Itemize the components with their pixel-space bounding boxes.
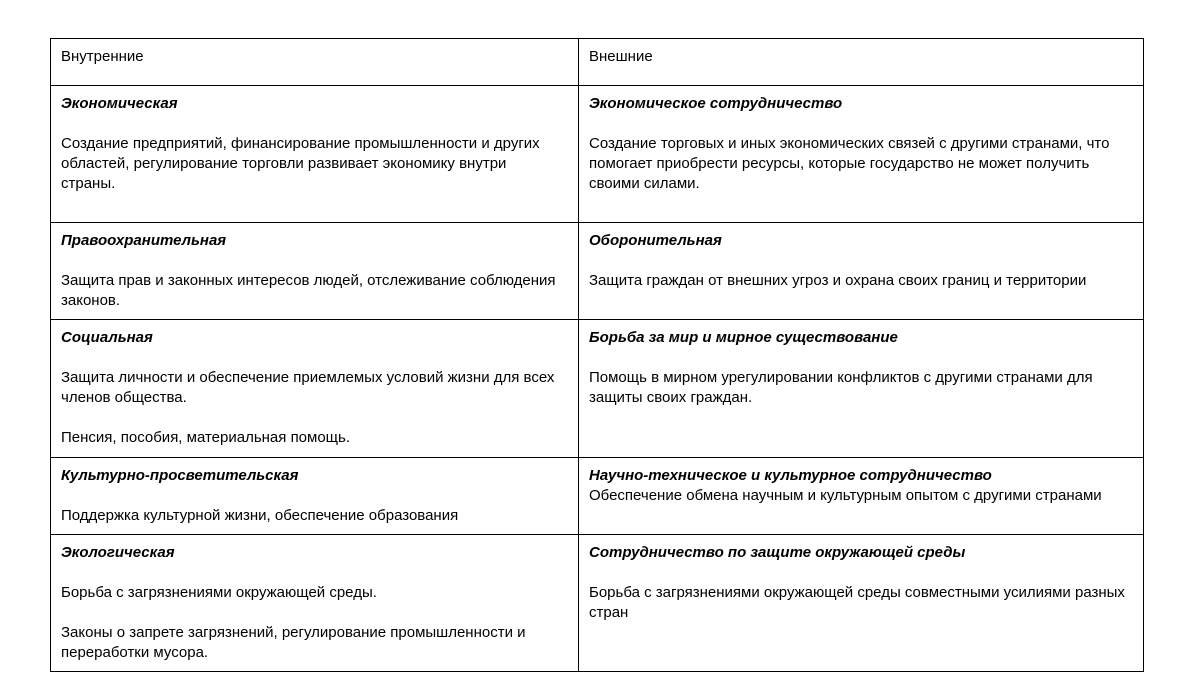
function-title: Оборонительная — [589, 232, 722, 249]
function-description: Защита личности и обеспечение приемлемых… — [61, 369, 555, 406]
header-row: Внутренние Внешние — [50, 38, 1144, 86]
cell-defensive: Оборонительная Защита граждан от внешних… — [578, 222, 1144, 320]
function-description: Пенсия, пособия, материальная помощь. — [61, 429, 351, 446]
cell-economic-cooperation: Экономическое сотрудничество Создание то… — [578, 85, 1144, 223]
cell-social: Социальная Защита личности и обеспечение… — [50, 319, 579, 458]
table-row: Правоохранительная Защита прав и законны… — [50, 222, 1144, 320]
column-header-label: Внутренние — [61, 48, 144, 65]
table-row: Культурно-просветительская Поддержка кул… — [50, 457, 1144, 535]
function-title: Экономическое сотрудничество — [589, 95, 843, 112]
cell-scientific-cultural-cooperation: Научно-техническое и культурное сотрудни… — [578, 457, 1144, 535]
column-header-label: Внешние — [589, 48, 653, 65]
function-description: Создание предприятий, финансирование про… — [61, 135, 540, 192]
function-title: Сотрудничество по защите окружающей сред… — [589, 544, 966, 561]
function-title: Борьба за мир и мирное существование — [589, 329, 898, 346]
cell-peace-struggle: Борьба за мир и мирное существование Пом… — [578, 319, 1144, 458]
function-description: Поддержка культурной жизни, обеспечение … — [61, 507, 459, 524]
function-title: Правоохранительная — [61, 232, 227, 249]
function-description: Защита граждан от внешних угроз и охрана… — [589, 272, 1087, 289]
function-title: Культурно-просветительская — [61, 467, 299, 484]
function-description: Законы о запрете загрязнений, регулирова… — [61, 624, 526, 661]
function-description: Помощь в мирном урегулировании конфликто… — [589, 369, 1093, 406]
function-description: Обеспечение обмена научным и культурным … — [589, 487, 1102, 504]
function-description: Борьба с загрязнениями окружающей среды. — [61, 584, 377, 601]
function-title: Экологическая — [61, 544, 175, 561]
function-title: Научно-техническое и культурное сотрудни… — [589, 467, 992, 484]
function-title: Экономическая — [61, 95, 178, 112]
cell-environmental-cooperation: Сотрудничество по защите окружающей сред… — [578, 534, 1144, 672]
cell-law-enforcement: Правоохранительная Защита прав и законны… — [50, 222, 579, 320]
column-header-internal: Внутренние — [50, 38, 579, 86]
function-title: Социальная — [61, 329, 153, 346]
table-row: Экологическая Борьба с загрязнениями окр… — [50, 534, 1144, 672]
cell-ecological: Экологическая Борьба с загрязнениями окр… — [50, 534, 579, 672]
function-description: Создание торговых и иных экономических с… — [589, 135, 1110, 192]
cell-economic-internal: Экономическая Создание предприятий, фина… — [50, 85, 579, 223]
table-row: Экономическая Создание предприятий, фина… — [50, 85, 1144, 223]
cell-cultural-educational: Культурно-просветительская Поддержка кул… — [50, 457, 579, 535]
state-functions-table: Внутренние Внешние Экономическая Создани… — [50, 38, 1144, 672]
function-description: Защита прав и законных интересов людей, … — [61, 272, 556, 309]
table-row: Социальная Защита личности и обеспечение… — [50, 319, 1144, 458]
column-header-external: Внешние — [578, 38, 1144, 86]
function-description: Борьба с загрязнениями окружающей среды … — [589, 584, 1125, 621]
